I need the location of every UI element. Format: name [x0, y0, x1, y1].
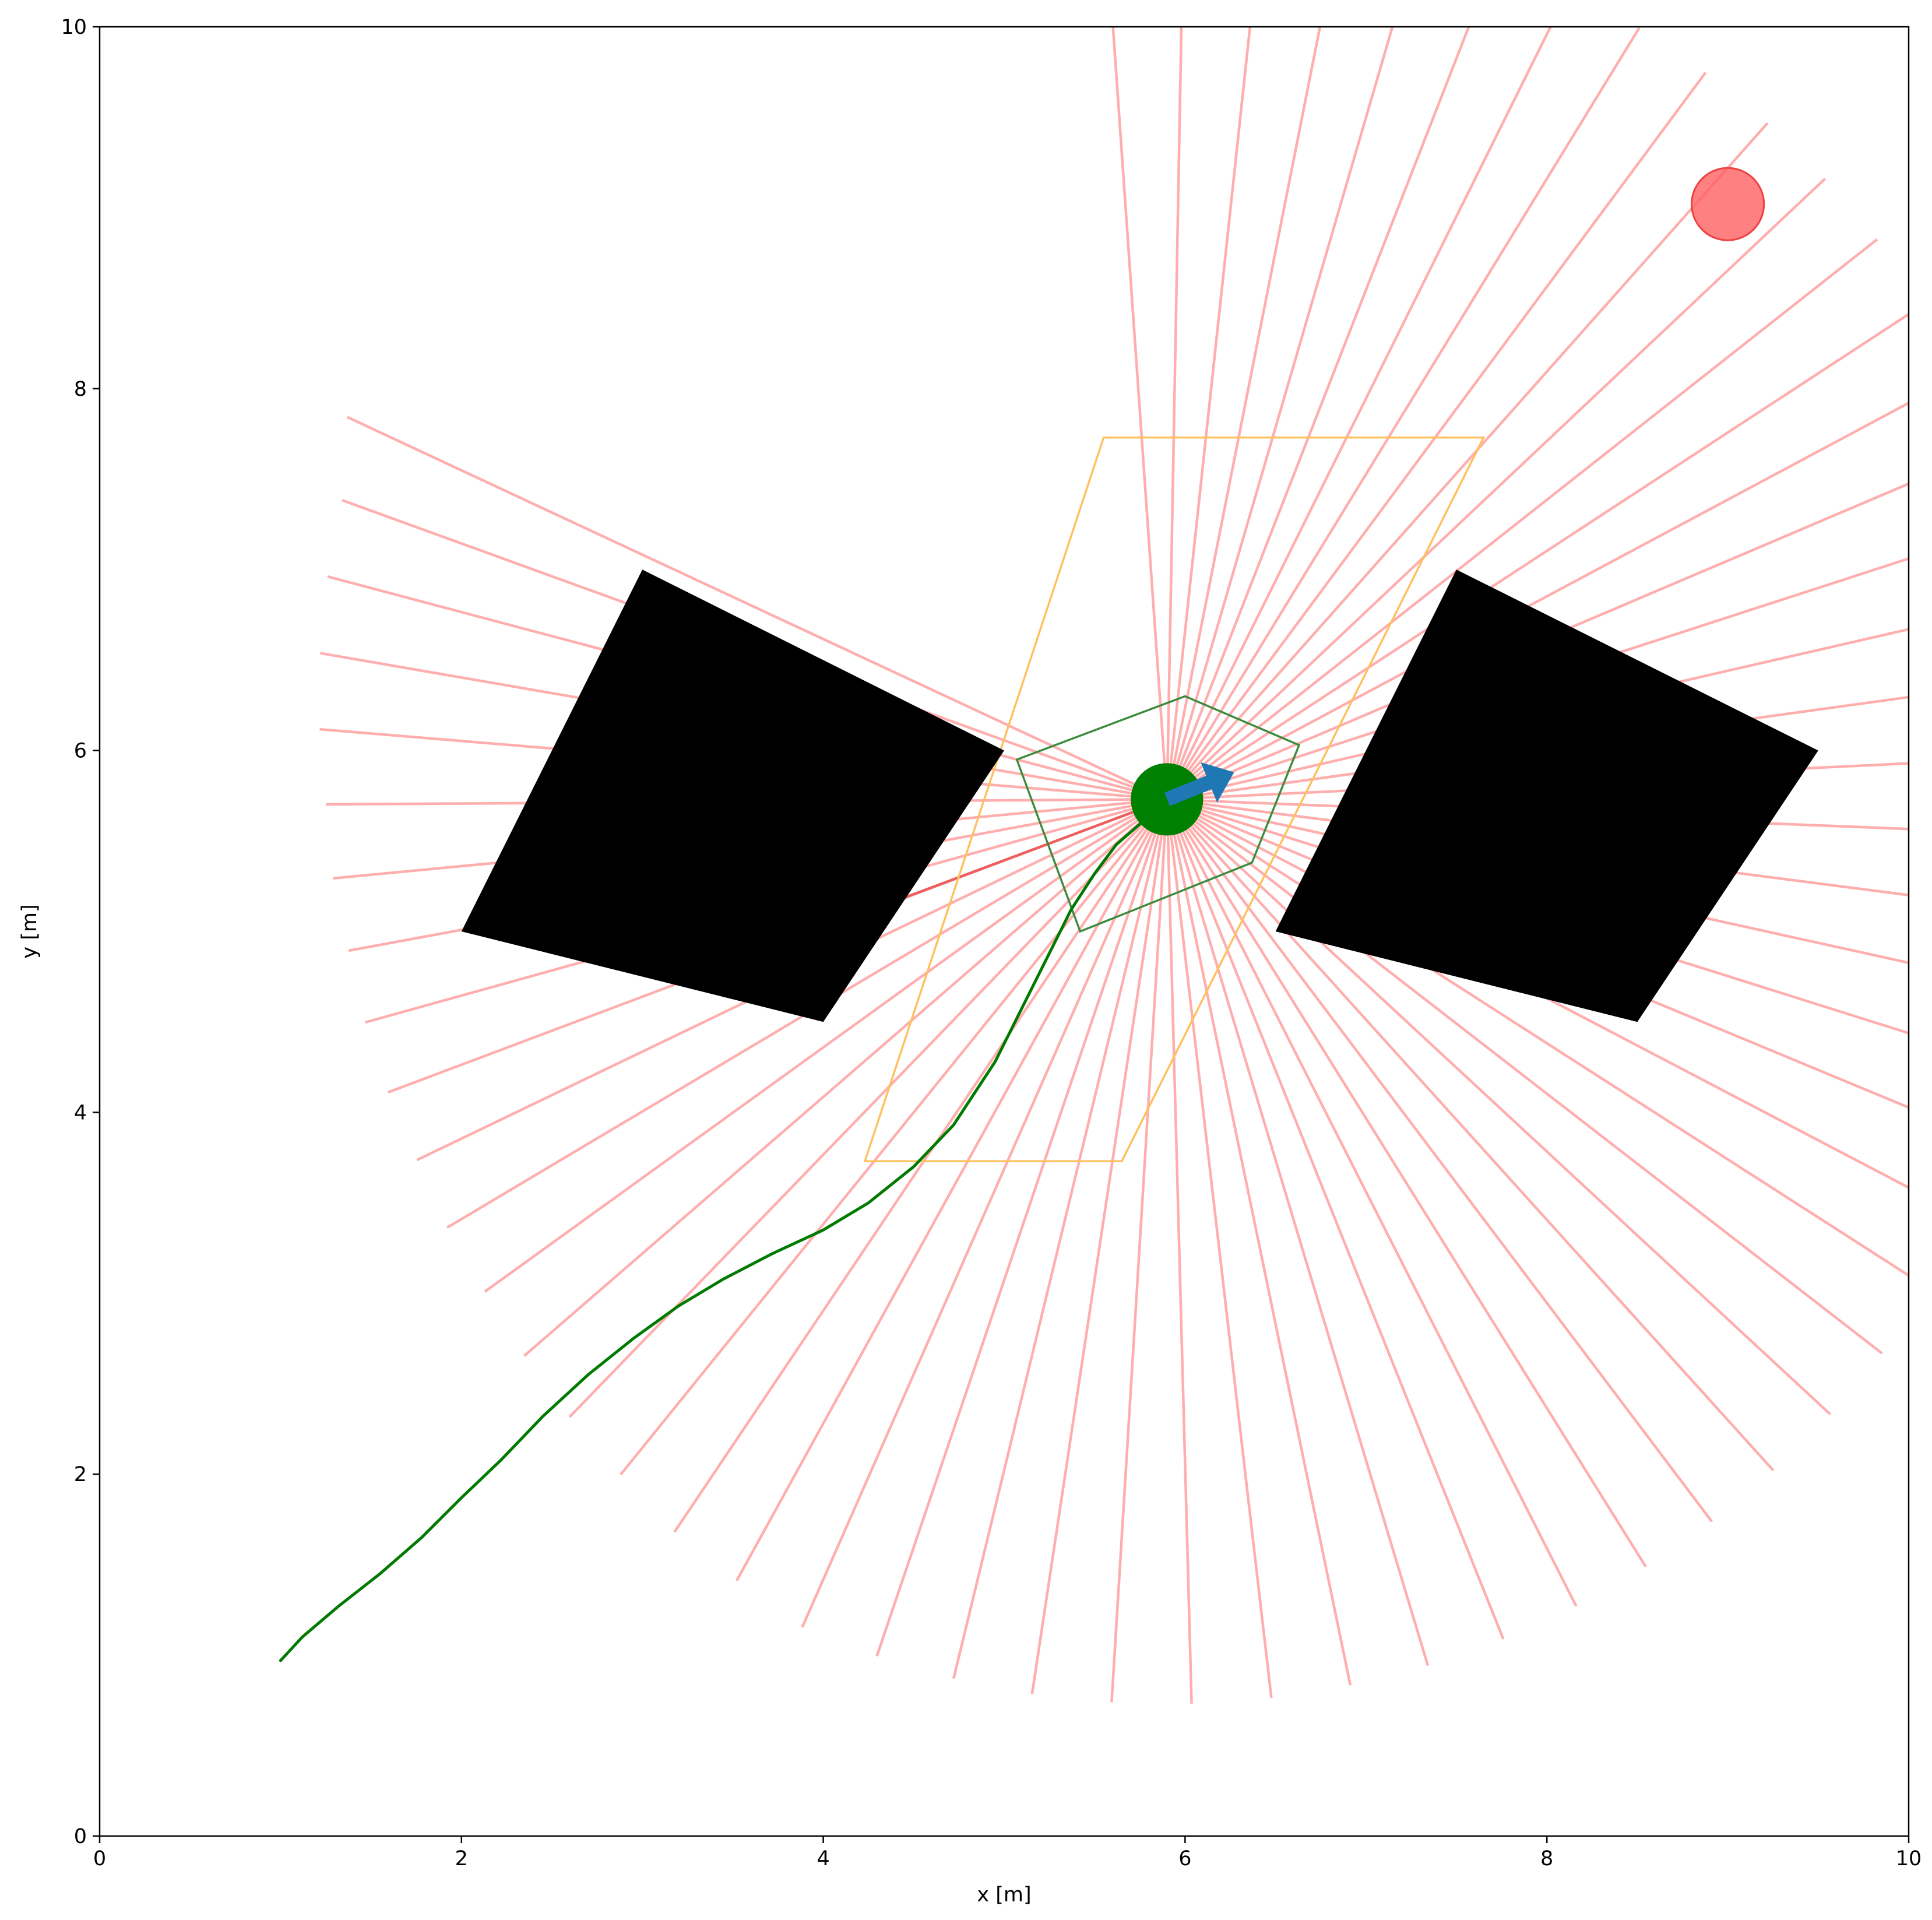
- lidar-beam: [1166, 799, 1647, 1568]
- lidar-beam: [1166, 799, 1193, 1704]
- lidar-beam: [1166, 798, 1832, 1416]
- lidar-beam: [1166, 401, 1909, 801]
- lidar-beam: [801, 799, 1169, 1628]
- x-axis-label: x [m]: [977, 1883, 1031, 1907]
- lidar-beam: [1166, 798, 1909, 1190]
- lidar-beam: [1166, 799, 1352, 1686]
- y-axis-label: y [m]: [18, 904, 41, 958]
- lidar-beam: [875, 799, 1169, 1657]
- goal-marker: [1691, 167, 1765, 241]
- footprint-shapes: [863, 436, 1486, 1162]
- pentagon-footprint: [1015, 695, 1301, 933]
- lidar-beam: [1166, 312, 1909, 801]
- robot-marker: [1131, 763, 1203, 836]
- lidar-beam: [1111, 27, 1169, 800]
- x-tick-label: 2: [455, 1847, 468, 1870]
- lidar-beam: [1166, 177, 1826, 801]
- lidar-beam: [1166, 798, 1909, 1277]
- y-tick-label: 0: [74, 1825, 87, 1848]
- lidar-beam: [1166, 27, 1641, 800]
- lidar-beam: [346, 416, 1168, 801]
- y-tick-label: 4: [74, 1101, 87, 1124]
- y-tick-label: 8: [74, 378, 87, 401]
- x-tick-label: 8: [1540, 1847, 1553, 1870]
- lidar-beam: [1166, 27, 1553, 800]
- lidar-beam: [1030, 799, 1169, 1694]
- lidar-beam: [1166, 122, 1769, 800]
- parallelogram-region: [863, 436, 1486, 1162]
- x-tick-label: 4: [817, 1847, 829, 1870]
- lidar-beam: [1166, 238, 1878, 801]
- lidar-beam: [1166, 72, 1707, 800]
- lidar-beam: [673, 799, 1169, 1533]
- lidar-beam: [1166, 799, 1505, 1640]
- lidar-beam: [1110, 799, 1169, 1703]
- axes: 0 2 4 6 8 10 0 2 4 6 8 10: [61, 16, 1922, 1870]
- lidar-beam: [1166, 799, 1713, 1522]
- axes-frame: [98, 26, 1910, 1837]
- robot-heading-arrow: [1164, 762, 1234, 806]
- lidar-beam: [1166, 27, 1322, 800]
- y-tick-label: 6: [74, 740, 87, 763]
- lidar-beam: [620, 798, 1169, 1475]
- lidar-beam: [1166, 799, 1273, 1699]
- lidar-beam-highlight: [886, 798, 1168, 906]
- lidar-beam: [1166, 799, 1430, 1666]
- plot-area: [279, 27, 1909, 1704]
- lidar-beam: [736, 799, 1169, 1581]
- lidar-beam: [1166, 27, 1183, 800]
- obstacle-polygon: [1275, 569, 1818, 1022]
- y-tick-label: 10: [61, 16, 87, 39]
- lidar-beam: [1166, 27, 1394, 800]
- lidar-beam: [1166, 27, 1470, 800]
- y-tick-label: 2: [74, 1463, 87, 1486]
- x-tick-label: 10: [1896, 1847, 1922, 1870]
- obstacles: [461, 569, 1818, 1022]
- lidar-beam: [1166, 798, 1883, 1355]
- lidar-beam: [1166, 27, 1252, 800]
- lidar-beam: [1166, 482, 1909, 801]
- x-tick-label: 0: [93, 1847, 106, 1870]
- lidar-beam: [484, 798, 1168, 1293]
- lidar-beam: [952, 799, 1169, 1679]
- trajectory: [279, 800, 1163, 1662]
- lidar-beam: [1166, 798, 1775, 1472]
- trajectory-line: [279, 800, 1163, 1662]
- obstacle-polygon: [461, 569, 1004, 1022]
- lidar-beam: [523, 798, 1168, 1357]
- markers: [1131, 167, 1765, 836]
- x-tick-label: 6: [1178, 1847, 1191, 1870]
